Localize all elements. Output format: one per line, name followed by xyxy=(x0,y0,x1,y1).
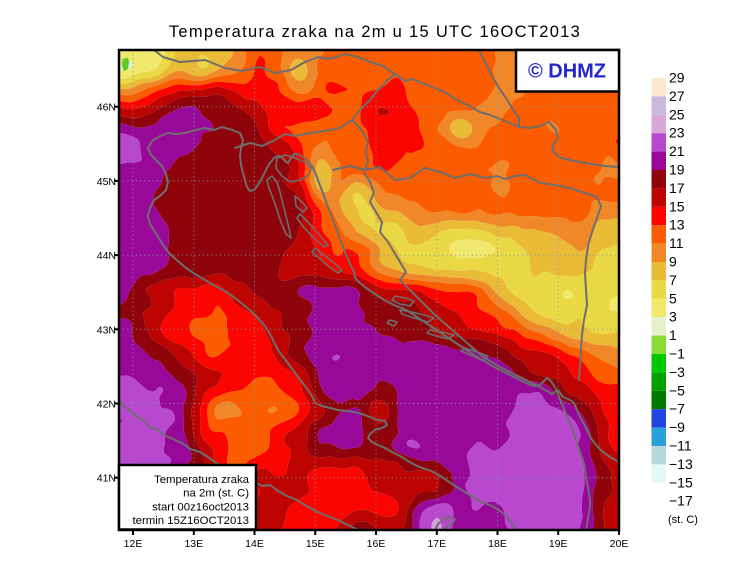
svg-text:−15: −15 xyxy=(669,474,693,490)
svg-text:44N: 44N xyxy=(97,250,116,262)
svg-text:3: 3 xyxy=(669,309,677,325)
svg-text:(st. C): (st. C) xyxy=(668,514,698,526)
svg-text:23: 23 xyxy=(669,125,685,141)
svg-text:7: 7 xyxy=(669,272,677,288)
svg-text:13E: 13E xyxy=(184,538,203,550)
svg-text:17: 17 xyxy=(669,180,685,196)
svg-text:15E: 15E xyxy=(306,538,325,550)
svg-text:−3: −3 xyxy=(669,364,685,380)
svg-text:−7: −7 xyxy=(669,401,685,417)
svg-text:15: 15 xyxy=(669,198,685,214)
svg-text:19E: 19E xyxy=(549,538,568,550)
svg-text:17E: 17E xyxy=(427,538,446,550)
svg-text:5: 5 xyxy=(669,290,677,306)
svg-text:−13: −13 xyxy=(669,456,693,472)
svg-text:46N: 46N xyxy=(97,102,116,114)
svg-text:termin 15Z16OCT2013: termin 15Z16OCT2013 xyxy=(133,515,250,527)
svg-text:−5: −5 xyxy=(669,382,685,398)
svg-text:20E: 20E xyxy=(610,538,629,550)
svg-text:14E: 14E xyxy=(245,538,264,550)
svg-text:start 00z16oct2013: start 00z16oct2013 xyxy=(152,501,249,513)
svg-text:11: 11 xyxy=(669,235,684,251)
svg-text:−1: −1 xyxy=(669,346,685,362)
svg-text:−11: −11 xyxy=(669,438,692,454)
svg-text:© DHMZ: © DHMZ xyxy=(528,61,606,83)
svg-text:13: 13 xyxy=(669,217,685,233)
svg-text:Temperatura zraka na 2m u 15 U: Temperatura zraka na 2m u 15 UTC 16OCT20… xyxy=(169,23,581,41)
svg-text:Temperatura zraka: Temperatura zraka xyxy=(154,474,250,486)
svg-text:27: 27 xyxy=(669,88,685,104)
svg-text:18E: 18E xyxy=(488,538,507,550)
svg-text:na 2m (st. C): na 2m (st. C) xyxy=(183,488,249,500)
svg-text:19: 19 xyxy=(669,162,685,178)
svg-text:9: 9 xyxy=(669,254,677,270)
svg-text:25: 25 xyxy=(669,106,685,122)
svg-text:29: 29 xyxy=(669,70,685,86)
svg-text:12E: 12E xyxy=(124,538,143,550)
svg-text:41N: 41N xyxy=(97,473,116,485)
svg-text:43N: 43N xyxy=(97,324,116,336)
svg-text:16E: 16E xyxy=(367,538,386,550)
svg-text:1: 1 xyxy=(669,327,677,343)
svg-text:−9: −9 xyxy=(669,419,685,435)
svg-text:42N: 42N xyxy=(97,399,116,411)
svg-text:21: 21 xyxy=(669,143,685,159)
svg-text:45N: 45N xyxy=(97,176,116,188)
svg-text:−17: −17 xyxy=(669,493,693,509)
